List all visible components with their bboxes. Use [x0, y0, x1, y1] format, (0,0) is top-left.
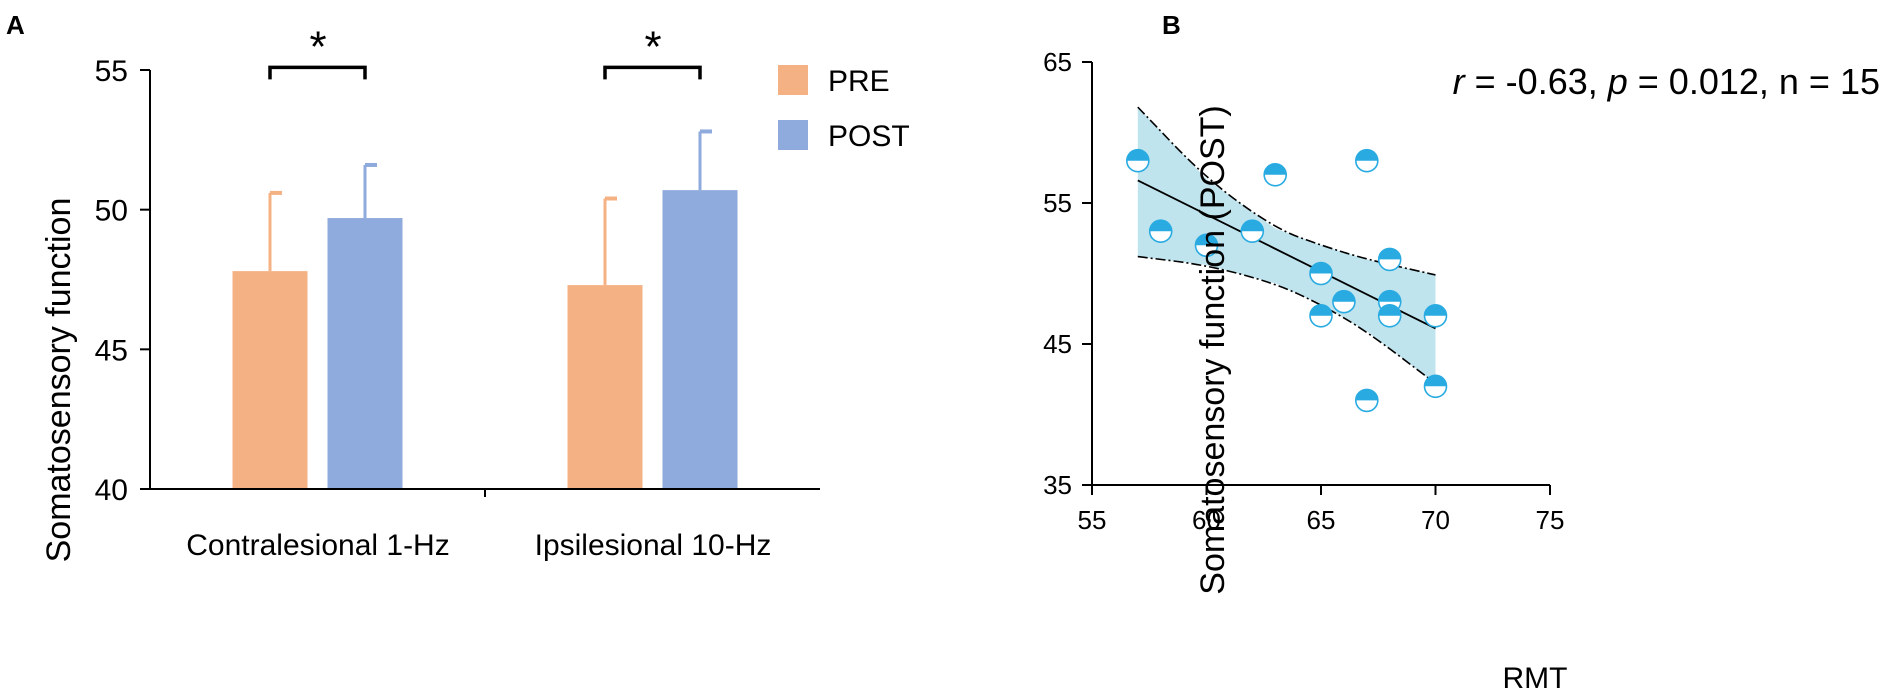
significance-marker: * [644, 22, 661, 71]
y-tick-label-a: 40 [95, 474, 128, 507]
scatter-point-fill [1378, 304, 1401, 316]
x-tick-label-b: 65 [1307, 505, 1336, 535]
y-tick-label-b: 65 [1043, 47, 1072, 77]
legend-swatch-pre [778, 65, 808, 95]
scatter-point-fill [1264, 163, 1287, 175]
x-tick-label-b: 75 [1536, 505, 1565, 535]
scatter-point [1148, 219, 1173, 243]
x-tick-label-b: 70 [1421, 505, 1450, 535]
significance-bracket [268, 65, 367, 80]
scatter-point-fill [1241, 220, 1264, 232]
scatter-point [1355, 388, 1379, 413]
y-tick-label-b: 55 [1043, 188, 1072, 218]
scatter-point-fill [1355, 149, 1378, 161]
r-symbol: r [1453, 61, 1467, 102]
scatter-point-fill [1126, 149, 1149, 161]
scatter-point-fill [1332, 290, 1355, 302]
x-tick-label-a: Ipsilesional 10-Hz [535, 529, 772, 562]
scatter-point [1423, 374, 1448, 399]
scatter-point [1377, 247, 1402, 272]
y-tick-label-b: 35 [1043, 470, 1072, 500]
scatter-point [1423, 303, 1448, 328]
y-axis-label-a: Somatosensory function [40, 198, 78, 563]
scatter-point-fill [1424, 304, 1447, 316]
y-tick-label-a: 45 [95, 334, 128, 367]
scatter-point-fill [1310, 262, 1332, 274]
scatter-point [1332, 289, 1356, 314]
scatter-point [1377, 303, 1402, 328]
bar-chart-panel-a: 40 45 50 55 Contralesional 1-Hz Ipsilesional … [40, 22, 910, 562]
x-tick-label-a: Contralesional 1-Hz [186, 529, 449, 562]
ci-upper-line [1137, 106, 1436, 276]
y-tick-label-b: 45 [1043, 329, 1072, 359]
scatter-point-fill [1310, 304, 1332, 316]
scatter-point [1309, 261, 1333, 286]
scatter-point-fill [1149, 220, 1172, 232]
bar-post [327, 218, 403, 489]
confidence-band [1137, 107, 1436, 384]
scatter-point-fill [1355, 389, 1378, 401]
x-tick-label-b: 55 [1078, 505, 1107, 535]
x-axis-label-b: RMT [1503, 662, 1568, 695]
p-value: = 0.012, n = 15 [1628, 61, 1880, 102]
legend-label-pre: PRE [828, 65, 890, 98]
scatter-point [1194, 233, 1219, 258]
r-value: = -0.63, [1465, 61, 1608, 102]
bar-post [662, 190, 738, 489]
correlation-annotation: r = -0.63, p = 0.012, n = 15 [1453, 61, 1880, 102]
bar-pre [567, 285, 643, 489]
panel-a-label: A [6, 10, 25, 40]
scatter-point-fill [1378, 290, 1401, 302]
scatter-point-fill [1195, 234, 1218, 246]
scatter-point-fill [1424, 375, 1447, 387]
y-tick-label-a: 55 [95, 55, 128, 88]
scatter-point [1309, 303, 1333, 328]
scatter-point-fill [1378, 248, 1401, 260]
y-tick-label-a: 50 [95, 195, 128, 228]
scatter-point [1355, 148, 1379, 173]
scatter-point [1240, 219, 1265, 243]
panel-b-label: B [1162, 10, 1181, 40]
significance-marker: * [309, 22, 326, 71]
x-tick-label-b: 60 [1192, 505, 1221, 535]
scatter-point [1263, 163, 1287, 187]
p-symbol: p [1607, 61, 1628, 102]
scatter-chart-panel-b: 35 45 55 65 55 60 65 70 75 RMT Somatosensory fun… [1043, 47, 1880, 695]
ci-lower-line [1137, 255, 1436, 385]
significance-bracket [603, 65, 702, 80]
bar-pre [232, 271, 308, 489]
y-axis-label-b: Somatosensory function (POST) [1194, 105, 1232, 594]
legend-swatch-post [778, 120, 808, 150]
scatter-point [1126, 148, 1150, 173]
legend-label-post: POST [828, 120, 910, 153]
